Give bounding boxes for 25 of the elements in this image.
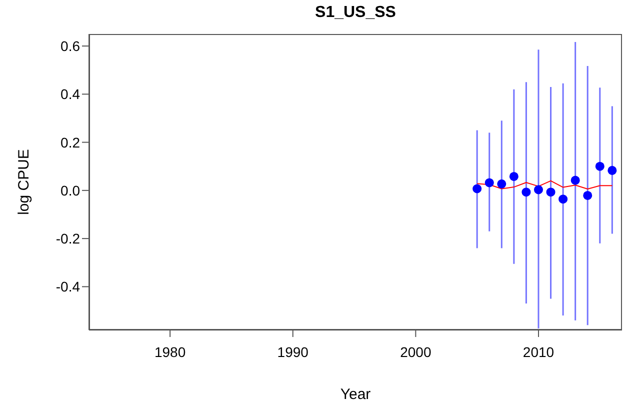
y-tick-label: -0.4	[56, 278, 80, 295]
x-axis-title: Year	[339, 386, 372, 403]
point	[595, 162, 604, 171]
y-tick-label: 0.0	[60, 182, 80, 198]
point	[534, 185, 543, 194]
x-tick-label: 1990	[277, 344, 309, 360]
point	[570, 176, 580, 185]
y-tick-label: 0.2	[60, 134, 80, 150]
point	[472, 184, 482, 194]
point	[509, 172, 518, 181]
point	[608, 166, 617, 175]
point	[497, 179, 506, 188]
point	[546, 188, 556, 197]
point	[522, 188, 531, 197]
y-axis-title: log CPUE	[16, 149, 32, 215]
x-tick-label: 2010	[522, 344, 554, 360]
y-tick-label: -0.2	[56, 230, 80, 247]
x-tick-label: 1980	[154, 344, 186, 360]
point	[583, 190, 592, 200]
point	[558, 194, 568, 204]
chart-title: S1_US_SS	[314, 4, 397, 22]
point	[484, 178, 494, 188]
y-tick-label: 0.6	[60, 38, 80, 54]
y-tick-label: 0.4	[60, 86, 80, 102]
x-tick-label: 2000	[400, 344, 432, 360]
